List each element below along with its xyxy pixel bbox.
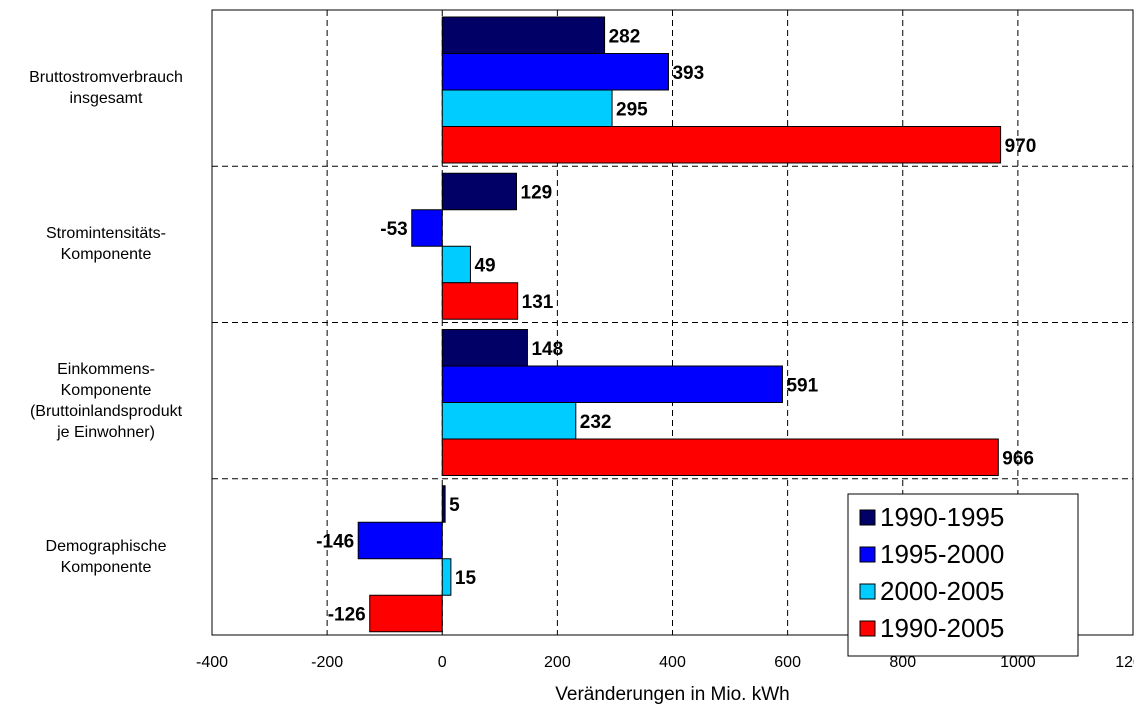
legend: 1990-1995 1995-2000 2000-2005 1990-2005 [847,493,1079,657]
bar [441,89,613,127]
x-tick-label: 800 [889,654,916,671]
data-label: 15 [455,568,477,589]
bar [441,402,577,440]
data-labels: 282 393 295 970 129 -53 49 131 148 591 232 966 5 -146… [316,26,1036,625]
legend-swatch [859,583,876,600]
data-label: 129 [521,183,553,204]
data-label: 295 [616,99,648,120]
bar [441,438,999,476]
category-label: Stromintensitäts- Komponente [45,225,167,264]
legend-swatch [859,620,876,637]
data-label: 131 [522,292,554,313]
x-tick-label: 1200 [1115,654,1134,671]
bar [441,282,519,320]
data-label: -146 [316,532,354,553]
bar [357,521,443,560]
legend-label: 1990-2005 [880,613,1004,643]
data-label: 148 [531,339,563,360]
x-tick-label: 600 [774,654,801,671]
data-label: 49 [474,256,495,277]
x-tick-label: -400 [196,654,228,671]
legend-label: 1990-1995 [880,502,1004,532]
bar [369,594,443,633]
legend-label: 2000-2005 [880,576,1004,606]
x-tick-label: 0 [438,654,447,671]
legend-swatch [859,546,876,563]
bar [441,365,783,403]
bar [441,126,1002,164]
x-tick-label: 200 [544,654,571,671]
category-label: Bruttostromverbrauch insgesamt [29,69,183,108]
legend-label: 1995-2000 [880,539,1004,569]
bars [357,16,1002,633]
x-tick-labels: -400 -200 0 200 400 600 800 1000 1200 [196,654,1134,671]
bar [441,16,606,54]
bar [441,53,669,91]
data-label: -53 [380,219,407,240]
x-tick-label: 400 [659,654,686,671]
x-axis-title: Veränderungen in Mio. kWh [555,684,790,705]
x-tick-label: 1000 [1000,654,1036,671]
bar [441,172,518,211]
bar [441,245,471,284]
legend-swatch [859,509,876,526]
category-label: Demographische Komponente [45,537,167,576]
data-label: 282 [609,26,641,47]
bar [441,558,452,596]
data-label: 966 [1002,448,1034,469]
data-label: -126 [328,605,366,626]
bar [441,329,528,367]
data-label: 970 [1005,136,1037,157]
bar [411,209,443,247]
data-label: 232 [580,412,612,433]
data-label: 393 [672,63,704,84]
data-label: 5 [449,495,460,516]
category-label: Einkommens- Komponente (Bruttoinlandspro… [29,360,183,441]
data-label: 591 [786,375,818,396]
bar [441,485,446,523]
x-tick-label: -200 [311,654,343,671]
legend-box [847,493,1079,657]
